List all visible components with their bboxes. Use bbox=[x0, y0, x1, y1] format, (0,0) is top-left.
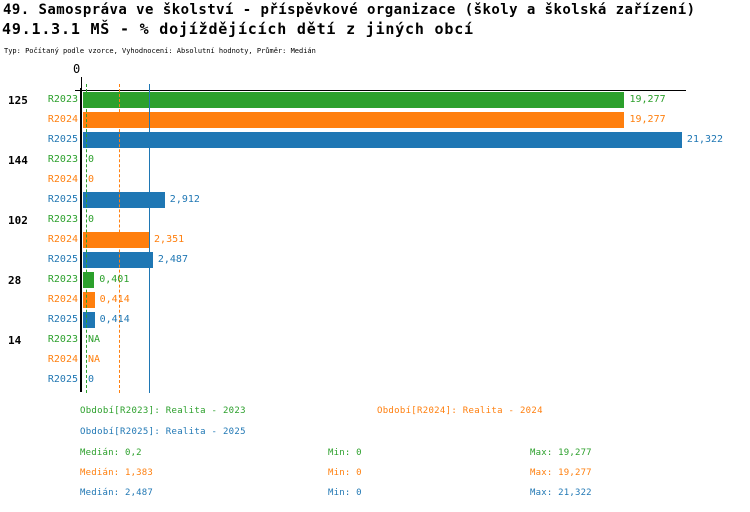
row-series-label: R2025 bbox=[47, 194, 78, 205]
report-title-line1: 49. Samospráva ve školství - příspěvkové… bbox=[3, 2, 696, 18]
row-series-label: R2023 bbox=[47, 154, 78, 165]
legend-item-r2023: Období[R2023]: Realita - 2023 bbox=[80, 406, 246, 416]
bar bbox=[83, 132, 682, 148]
stat-max-r2024: Max: 19,277 bbox=[530, 468, 592, 478]
row-series-label: R2024 bbox=[47, 114, 78, 125]
stat-max-r2023: Max: 19,277 bbox=[530, 448, 592, 458]
bar-value-label: 19,277 bbox=[629, 114, 666, 125]
stat-min-r2025: Min: 0 bbox=[328, 488, 362, 498]
median-line-r2023 bbox=[86, 84, 88, 393]
bar-value-label: 0 bbox=[88, 214, 95, 225]
row-series-label: R2024 bbox=[47, 234, 78, 245]
row-series-label: R2023 bbox=[47, 214, 78, 225]
bar-value-label: 0,401 bbox=[99, 274, 130, 285]
row-series-label: R2025 bbox=[47, 254, 78, 265]
x-axis-origin-label: 0 bbox=[73, 62, 81, 76]
legend-item-r2025: Období[R2025]: Realita - 2025 bbox=[80, 427, 246, 437]
legend-item-r2024: Období[R2024]: Realita - 2024 bbox=[377, 406, 543, 416]
group-label: 14 bbox=[8, 334, 22, 347]
row-series-label: R2024 bbox=[47, 174, 78, 185]
report-title-line2: 49.1.3.1 MŠ - % dojíždějících dětí z jin… bbox=[2, 20, 474, 38]
stat-min-r2024: Min: 0 bbox=[328, 468, 362, 478]
bar bbox=[83, 252, 153, 268]
row-series-label: R2023 bbox=[47, 274, 78, 285]
stat-median-r2025: Medián: 2,487 bbox=[80, 488, 154, 498]
x-axis-top-line bbox=[75, 90, 686, 91]
bar-value-label: 2,912 bbox=[169, 194, 200, 205]
bar bbox=[83, 312, 95, 328]
row-series-label: R2024 bbox=[47, 294, 78, 305]
group-label: 28 bbox=[8, 274, 22, 287]
row-series-label: R2025 bbox=[47, 374, 78, 385]
bar bbox=[83, 232, 150, 248]
group-label: 144 bbox=[8, 154, 28, 167]
bar bbox=[83, 92, 625, 108]
row-series-label: R2023 bbox=[47, 334, 78, 345]
median-line-r2024 bbox=[118, 84, 120, 393]
bar-value-label: 0,414 bbox=[99, 294, 130, 305]
bar bbox=[83, 192, 165, 208]
group-label: 125 bbox=[8, 94, 28, 107]
group-label: 102 bbox=[8, 214, 28, 227]
row-series-label: R2025 bbox=[47, 314, 78, 325]
bar-value-label: 0 bbox=[88, 374, 95, 385]
stat-max-r2025: Max: 21,322 bbox=[530, 488, 592, 498]
bar-value-label: 0 bbox=[88, 154, 95, 165]
row-series-label: R2023 bbox=[47, 94, 78, 105]
bar-value-label: 21,322 bbox=[686, 134, 724, 145]
bar bbox=[83, 112, 625, 128]
report-meta-line: Typ: Počítaný podle vzorce, Vyhodnocení:… bbox=[4, 47, 316, 55]
stat-median-r2023: Medián: 0,2 bbox=[80, 448, 142, 458]
bar-value-label: NA bbox=[88, 354, 101, 365]
stat-median-r2024: Medián: 1,383 bbox=[80, 468, 154, 478]
row-series-label: R2024 bbox=[47, 354, 78, 365]
y-axis-line bbox=[80, 88, 82, 392]
bar-value-label: NA bbox=[88, 334, 101, 345]
bar bbox=[83, 292, 95, 308]
bar-value-label: 0 bbox=[88, 174, 95, 185]
bar-value-label: 19,277 bbox=[629, 94, 666, 105]
bar-value-label: 2,487 bbox=[157, 254, 188, 265]
bar bbox=[83, 272, 95, 288]
stat-min-r2023: Min: 0 bbox=[328, 448, 362, 458]
bar-value-label: 2,351 bbox=[154, 234, 185, 245]
median-line-r2025 bbox=[148, 84, 150, 393]
bar-value-label: 0,414 bbox=[99, 314, 130, 325]
x-axis-origin-tick bbox=[81, 77, 82, 90]
row-series-label: R2025 bbox=[47, 134, 78, 145]
